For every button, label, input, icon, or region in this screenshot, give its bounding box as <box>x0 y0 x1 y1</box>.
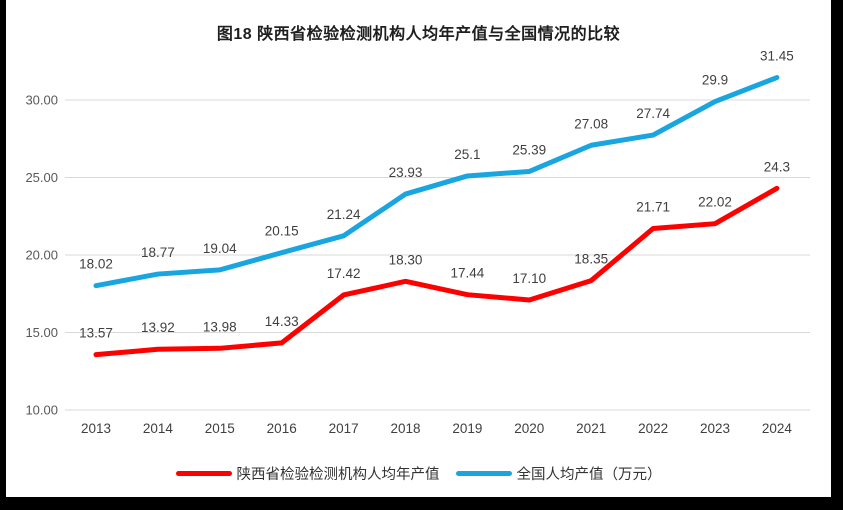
data-label: 14.33 <box>265 314 299 329</box>
x-axis-tick-label: 2017 <box>329 421 359 436</box>
x-axis-tick-label: 2021 <box>576 421 606 436</box>
x-axis-tick-label: 2024 <box>762 421 793 436</box>
legend-swatch-red-line <box>175 470 232 476</box>
x-axis-tick-label: 2015 <box>205 421 235 436</box>
data-label: 21.24 <box>327 207 361 222</box>
data-label: 13.92 <box>141 320 175 335</box>
legend-label-national: 全国人均产值（万元） <box>516 466 662 483</box>
data-label: 19.04 <box>203 241 237 256</box>
legend-swatch-blue-line <box>455 470 512 476</box>
x-axis-tick-label: 2018 <box>390 421 420 436</box>
legend-label-shaanxi: 陕西省检验检测机构人均年产值 <box>236 466 440 483</box>
x-axis-tick-label: 2014 <box>143 421 174 436</box>
series-line-1 <box>93 75 780 289</box>
chart-frame: 图18 陕西省检验检测机构人均年产值与全国情况的比较 10.00 15.00 20.… <box>6 0 831 497</box>
data-label: 24.3 <box>764 159 790 174</box>
chart-title: 图18 陕西省检验检测机构人均年产值与全国情况的比较 <box>216 26 621 43</box>
data-label: 13.98 <box>203 319 237 334</box>
data-label: 18.30 <box>389 252 423 267</box>
data-label: 20.15 <box>265 224 299 239</box>
data-label: 18.77 <box>141 245 175 260</box>
chart-svg: 10.00 15.00 20.00 25.00 30.00 2013 2014 2015 201… <box>25 49 810 436</box>
chart-legend: 陕西省检验检测机构人均年产值 全国人均产值（万元） <box>6 458 831 488</box>
data-label: 13.57 <box>79 326 113 341</box>
data-label: 17.44 <box>451 266 485 281</box>
x-axis-tick-label: 2013 <box>81 421 111 436</box>
data-label: 31.45 <box>760 49 794 64</box>
x-axis-tick-label: 2022 <box>638 421 668 436</box>
data-label: 18.35 <box>574 252 608 267</box>
data-label: 23.93 <box>389 165 423 180</box>
legend-item-national: 全国人均产值（万元） <box>455 463 662 484</box>
data-label: 29.9 <box>702 73 728 88</box>
data-label: 25.1 <box>454 147 480 162</box>
data-label: 22.02 <box>698 195 732 210</box>
data-label: 17.10 <box>512 271 546 286</box>
data-label: 27.74 <box>636 106 670 121</box>
legend-item-shaanxi: 陕西省检验检测机构人均年产值 <box>175 463 440 484</box>
y-axis-tick-label: 10.00 <box>25 403 58 418</box>
y-axis-tick-label: 25.00 <box>25 170 58 185</box>
data-label: 27.08 <box>574 116 608 131</box>
x-axis-tick-label: 2020 <box>514 421 544 436</box>
x-axis-tick-label: 2023 <box>700 421 730 436</box>
data-label: 21.71 <box>636 199 670 214</box>
x-axis-tick-label: 2019 <box>452 421 482 436</box>
x-axis-tick-label: 2016 <box>267 421 297 436</box>
y-axis-tick-label: 20.00 <box>25 248 58 263</box>
data-label: 17.42 <box>327 266 361 281</box>
y-axis-tick-label: 15.00 <box>25 325 58 340</box>
y-axis-tick-label: 30.00 <box>25 93 58 108</box>
series-line-0 <box>93 185 780 358</box>
data-label: 18.02 <box>79 257 113 272</box>
data-label: 25.39 <box>512 142 546 157</box>
